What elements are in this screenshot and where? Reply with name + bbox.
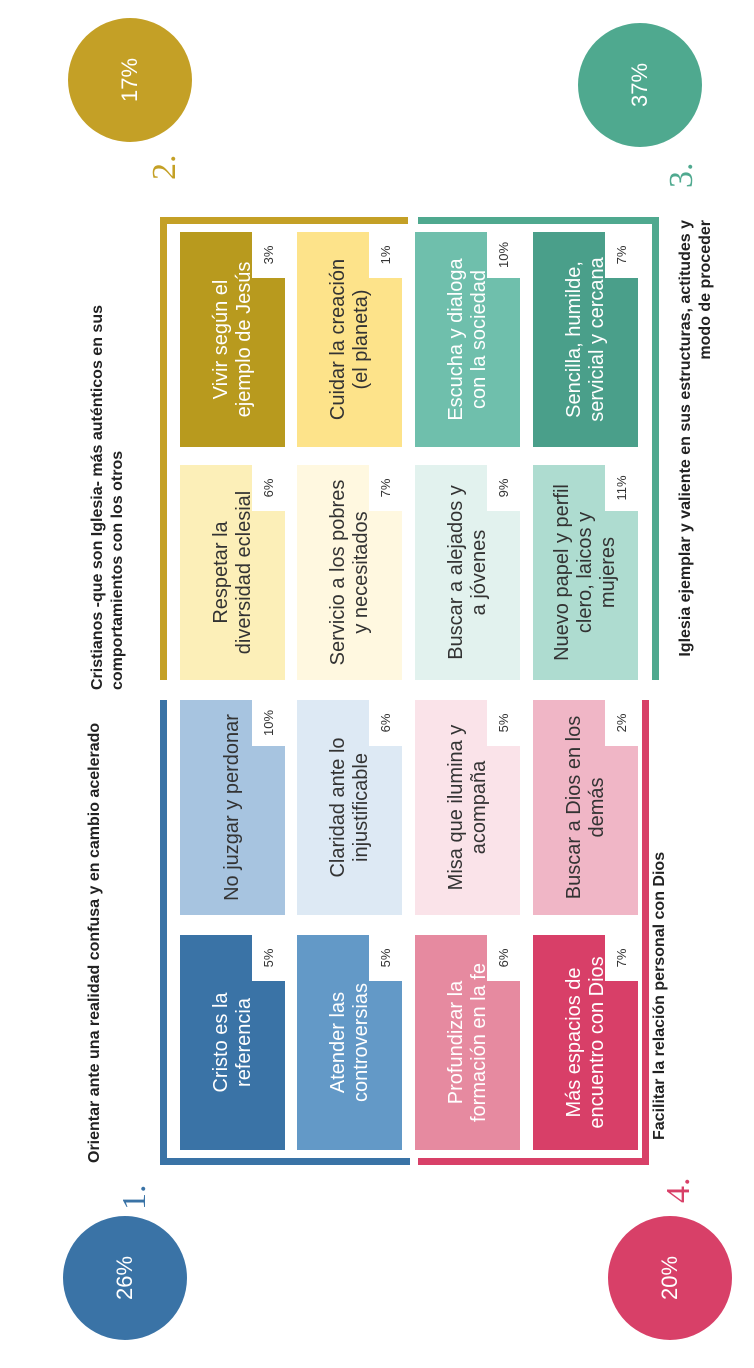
- option-percent: 9%: [487, 465, 520, 511]
- option-label: Vivir según el ejemplo de Jesús: [209, 261, 255, 418]
- option-label: Sencilla, humilde, servicial y cercana: [562, 257, 608, 422]
- percent-circle: 20%: [608, 1216, 732, 1340]
- option-label: Servicio a los pobres y necesitados: [326, 479, 372, 666]
- quadrant-number: 3.: [663, 162, 700, 189]
- option-cell: Respetar la diversidad eclesial 6%: [180, 465, 285, 680]
- option-percent: 7%: [369, 465, 402, 511]
- option-cell: Servicio a los pobres y necesitados 7%: [297, 465, 402, 680]
- option-cell: Sencilla, humilde, servicial y cercana 7%: [533, 232, 638, 447]
- option-label: Misa que ilumina y acompaña: [444, 724, 490, 891]
- option-label: Más espacios de encuentro con Dios: [562, 956, 608, 1129]
- option-percent: 10%: [252, 700, 285, 746]
- option-cell: Claridad ante lo injustificable 6%: [297, 700, 402, 915]
- option-cell: Misa que ilumina y acompaña 5%: [415, 700, 520, 915]
- quadrant-frame-line: [160, 217, 408, 224]
- option-percent: 1%: [369, 232, 402, 278]
- option-percent: 6%: [487, 935, 520, 981]
- option-percent: 6%: [369, 700, 402, 746]
- option-label: Profundizar la formación en la fe: [444, 963, 490, 1122]
- option-label: No juzgar y perdonar: [221, 714, 243, 901]
- option-cell: Atender las controversias 5%: [297, 935, 402, 1150]
- quadrant-title: Cristianos -que son Iglesia- más auténti…: [89, 305, 126, 690]
- option-cell: Nuevo papel y perfil clero, laicos y muj…: [533, 465, 638, 680]
- option-label: Escucha y dialoga con la sociedad: [444, 258, 490, 421]
- quadrant-title: Facilitar la relación personal con Dios: [651, 851, 668, 1140]
- quadrant-frame-line: [418, 1158, 649, 1165]
- option-percent: 2%: [605, 700, 638, 746]
- option-cell: No juzgar y perdonar 10%: [180, 700, 285, 915]
- quadrant-number: 1.: [116, 1184, 153, 1211]
- option-percent: 6%: [252, 465, 285, 511]
- quadrant-frame-line: [418, 217, 659, 224]
- option-percent: 7%: [605, 935, 638, 981]
- option-percent: 5%: [487, 700, 520, 746]
- option-percent: 5%: [252, 935, 285, 981]
- option-cell: Cuidar la creación (el planeta) 1%: [297, 232, 402, 447]
- quadrant-frame-line: [160, 700, 167, 1165]
- quadrant-number: 4.: [660, 1177, 697, 1204]
- option-label: Claridad ante lo injustificable: [326, 737, 372, 878]
- option-label: Buscar a alejados y a jóvenes: [444, 485, 490, 660]
- option-label: Respetar la diversidad eclesial: [209, 490, 255, 655]
- option-cell: Cristo es la referencia 5%: [180, 935, 285, 1150]
- option-label: Buscar a Dios en los demás: [562, 715, 608, 900]
- percent-circle: 37%: [578, 23, 702, 147]
- option-label: Atender las controversias: [326, 983, 372, 1102]
- quadrant-frame-line: [160, 218, 167, 680]
- quadrant-frame-line: [652, 218, 659, 680]
- option-percent: 11%: [605, 465, 638, 511]
- option-cell: Buscar a alejados y a jóvenes 9%: [415, 465, 520, 680]
- option-cell: Más espacios de encuentro con Dios 7%: [533, 935, 638, 1150]
- option-percent: 3%: [252, 232, 285, 278]
- option-percent: 7%: [605, 232, 638, 278]
- option-cell: Profundizar la formación en la fe 6%: [415, 935, 520, 1150]
- option-label: Cuidar la creación (el planeta): [326, 258, 372, 421]
- option-cell: Buscar a Dios en los demás 2%: [533, 700, 638, 915]
- option-cell: Vivir según el ejemplo de Jesús 3%: [180, 232, 285, 447]
- option-cell: Escucha y dialoga con la sociedad 10%: [415, 232, 520, 447]
- quadrant-title: Orientar ante una realidad confusa y en …: [86, 722, 103, 1163]
- quadrant-frame-line: [642, 700, 649, 1165]
- percent-circle: 17%: [68, 18, 192, 142]
- option-percent: 10%: [487, 232, 520, 278]
- option-label: Cristo es la referencia: [209, 992, 255, 1093]
- percent-circle: 26%: [63, 1216, 187, 1340]
- quadrant-title: Iglesia ejemplar y valiente en sus estru…: [677, 220, 714, 657]
- option-percent: 5%: [369, 935, 402, 981]
- quadrant-number: 2.: [146, 154, 183, 181]
- quadrant-frame-line: [160, 1158, 410, 1165]
